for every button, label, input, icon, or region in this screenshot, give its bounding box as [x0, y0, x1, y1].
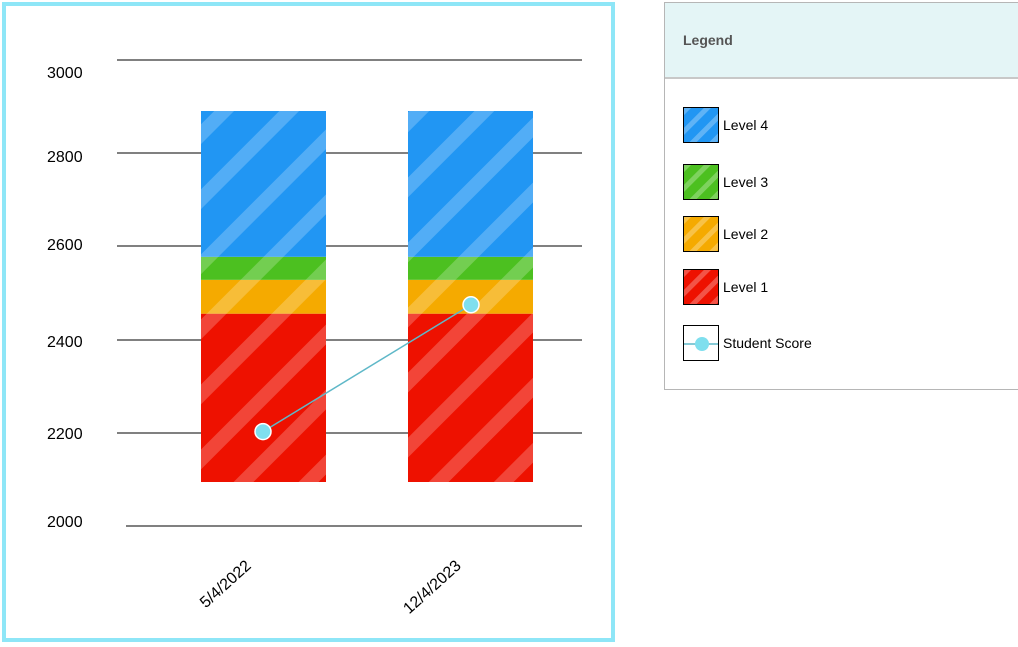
- legend-label: Level 4: [723, 117, 769, 133]
- x-axis-labels: 5/4/2022 12/4/2023: [197, 557, 465, 617]
- y-tick-label: 2600: [47, 237, 83, 254]
- y-tick-label: 2000: [47, 514, 83, 531]
- legend-item-level-3: Level 3: [683, 164, 768, 200]
- legend-title: Legend: [665, 3, 1018, 79]
- level-2-swatch: [683, 216, 719, 252]
- y-tick-label: 2800: [47, 149, 83, 166]
- legend-item-level-2: Level 2: [683, 216, 768, 252]
- level-3-swatch: [683, 164, 719, 200]
- legend-label: Student Score: [723, 335, 812, 351]
- legend-label: Level 2: [723, 226, 769, 242]
- legend-panel: Legend Level 4 Level 3 Level 2 Level 1: [664, 2, 1018, 390]
- x-tick-label: 12/4/2023: [400, 557, 464, 617]
- y-tick-label: 3000: [47, 65, 83, 82]
- bar-segment-level-1: [408, 313, 533, 482]
- bar-segment-level-2: [201, 279, 326, 314]
- legend-item-student-score: Student Score: [683, 325, 812, 361]
- bar-segment-level-1: [201, 313, 326, 482]
- student-score-point[interactable]: [254, 422, 272, 441]
- y-tick-label: 2400: [47, 334, 83, 351]
- y-tick-label: 2200: [47, 426, 83, 443]
- level-4-swatch: [683, 107, 719, 143]
- bar-segment-level-3: [201, 256, 326, 280]
- x-tick-label: 5/4/2022: [197, 557, 255, 611]
- bars: [201, 111, 533, 482]
- legend-item-level-1: Level 1: [683, 269, 768, 305]
- bar-segment-level-3: [408, 256, 533, 280]
- bar-segment-level-4: [201, 111, 326, 257]
- legend-label: Level 1: [723, 279, 769, 295]
- legend-item-level-4: Level 4: [683, 107, 768, 143]
- student-score-point[interactable]: [462, 296, 480, 314]
- legend-label: Level 3: [723, 174, 769, 190]
- student-score-series: [254, 296, 480, 441]
- level-1-swatch: [683, 269, 719, 305]
- student-score-swatch: [683, 325, 719, 361]
- y-axis-ticks: 3000 2800 2600 2400 2200 2000: [47, 65, 83, 531]
- student-score-line: [262, 304, 472, 433]
- bar-segment-level-4: [408, 111, 533, 257]
